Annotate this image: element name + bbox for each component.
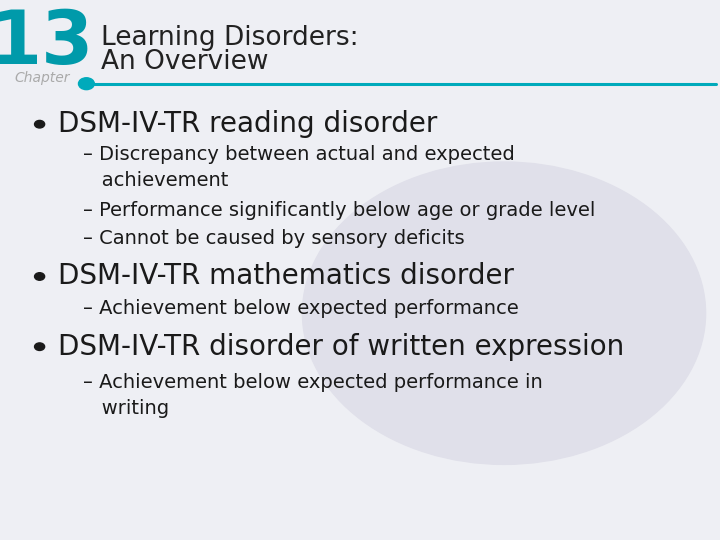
Circle shape <box>78 78 94 90</box>
Text: An Overview: An Overview <box>101 49 269 75</box>
Circle shape <box>35 273 45 280</box>
Text: 13: 13 <box>0 6 94 80</box>
Text: – Discrepancy between actual and expected
   achievement: – Discrepancy between actual and expecte… <box>83 145 515 190</box>
Text: DSM-IV-TR disorder of written expression: DSM-IV-TR disorder of written expression <box>58 333 624 361</box>
Text: – Achievement below expected performance in
   writing: – Achievement below expected performance… <box>83 373 543 417</box>
Text: – Cannot be caused by sensory deficits: – Cannot be caused by sensory deficits <box>83 229 464 248</box>
Circle shape <box>35 343 45 350</box>
Text: Learning Disorders:: Learning Disorders: <box>101 25 359 51</box>
Text: DSM-IV-TR mathematics disorder: DSM-IV-TR mathematics disorder <box>58 262 513 291</box>
Text: DSM-IV-TR reading disorder: DSM-IV-TR reading disorder <box>58 110 437 138</box>
Text: Chapter: Chapter <box>14 71 70 85</box>
Circle shape <box>302 162 706 464</box>
Text: – Achievement below expected performance: – Achievement below expected performance <box>83 299 518 319</box>
Circle shape <box>35 120 45 128</box>
Text: – Performance significantly below age or grade level: – Performance significantly below age or… <box>83 201 595 220</box>
